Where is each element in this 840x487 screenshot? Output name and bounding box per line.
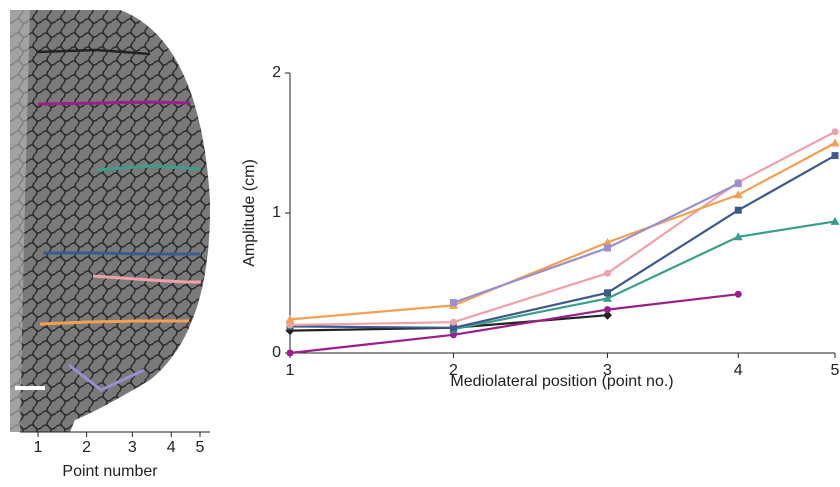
point [450,299,457,307]
y-tick-label: 1 [272,204,281,221]
point [734,290,742,298]
x-tick-label: 1 [34,439,43,456]
x-tick-label: 1 [286,362,295,379]
x-tick-label: 3 [603,362,612,379]
series-line [453,220,836,331]
point [286,349,294,357]
series-line [289,130,836,327]
point [603,289,611,297]
point [734,206,742,214]
x-tick-label: 4 [167,439,176,456]
y-tick-label: 0 [272,344,281,361]
point [602,293,612,302]
point [286,321,294,329]
point [830,138,840,147]
point [733,232,743,241]
point [285,314,295,323]
series-line [453,182,739,304]
point [603,244,611,252]
point [734,180,742,188]
series-line [289,293,739,355]
y-axis-label: Amplitude (cm) [241,159,258,267]
point [603,306,611,314]
point [450,318,457,326]
leaf-photo [10,10,211,432]
series-line [289,142,836,321]
point [602,237,612,246]
point [450,324,457,332]
x-axis-label: Point number [62,463,158,480]
x-tick-label: 2 [82,439,91,456]
point [602,310,612,320]
x-tick-label: 4 [734,362,743,379]
x-tick-label: 2 [449,362,458,379]
point [603,269,611,277]
point [830,216,840,225]
x-tick-label: 5 [831,362,840,379]
y-tick-label: 2 [272,64,281,81]
point [733,190,743,199]
point [831,128,839,136]
x-axis-label: Mediolateral position (point no.) [450,373,673,390]
x-tick-label: 3 [128,439,137,456]
point [450,331,457,339]
series-line [289,154,836,329]
x-tick-label: 5 [196,439,205,456]
point [831,152,839,160]
